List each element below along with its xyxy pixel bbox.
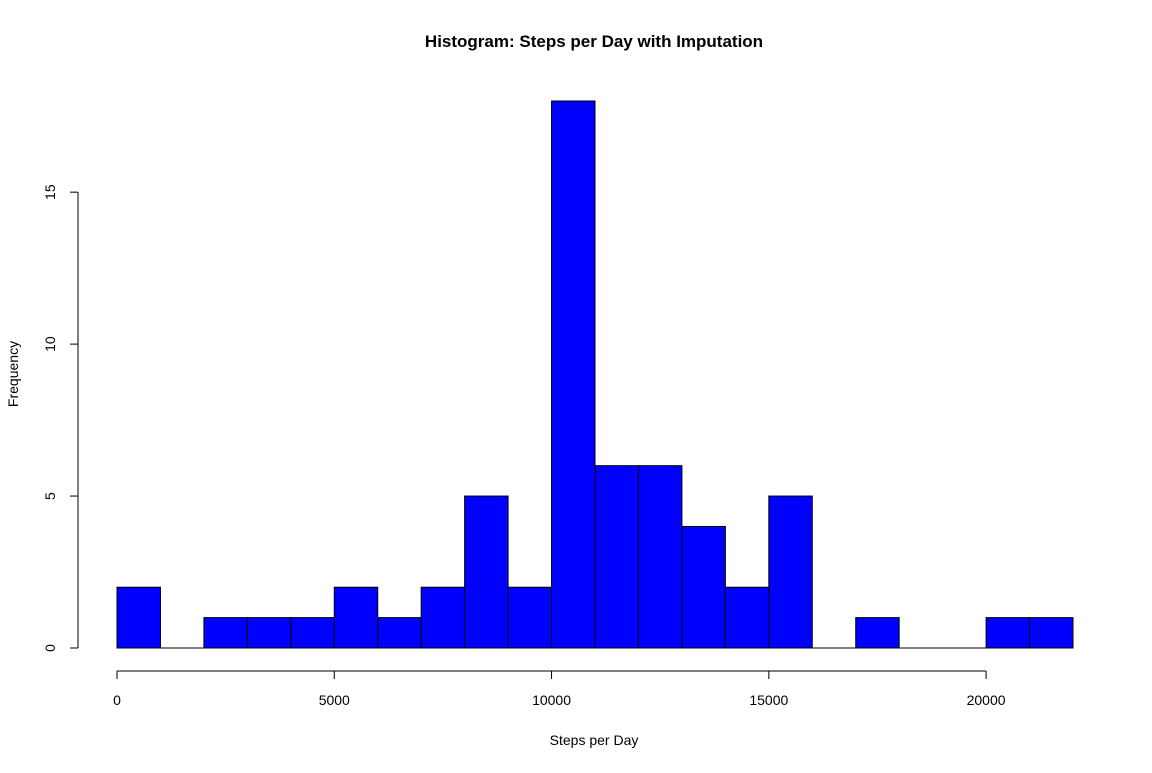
histogram-bar (203, 617, 248, 649)
x-tick-label: 15000 (749, 692, 788, 708)
histogram-bar (116, 586, 161, 649)
y-axis: 0 5 10 15 (42, 184, 79, 652)
histogram-bar (377, 617, 422, 649)
histogram-bar (333, 586, 379, 649)
y-tick-label: 10 (42, 336, 58, 352)
histogram-bar (724, 586, 770, 649)
histogram-bar (985, 617, 1031, 649)
histogram-bar (507, 586, 553, 649)
histogram-bar (551, 100, 596, 649)
y-tick-label: 0 (42, 644, 58, 652)
y-axis-label: Frequency (5, 341, 21, 407)
histogram-bar (768, 495, 813, 649)
y-tick-label: 15 (42, 184, 58, 200)
histogram-bar (637, 465, 683, 649)
histogram-bar (420, 586, 466, 649)
histogram-bar (464, 495, 509, 649)
y-tick-label: 5 (42, 492, 58, 500)
x-tick-label: 0 (113, 692, 121, 708)
histogram-bar (246, 617, 292, 649)
histogram-bar (855, 617, 900, 649)
histogram-bar (290, 617, 335, 649)
x-tick-label: 5000 (319, 692, 350, 708)
chart-title: Histogram: Steps per Day with Imputation (425, 32, 763, 51)
x-tick-label: 20000 (967, 692, 1006, 708)
bars-group (116, 100, 1074, 649)
histogram-bar (681, 525, 726, 649)
x-axis: 0 5000 10000 15000 20000 (113, 670, 1006, 708)
x-axis-label: Steps per Day (550, 732, 639, 748)
histogram-bar (1029, 617, 1074, 649)
x-tick-label: 10000 (532, 692, 571, 708)
histogram-bar (594, 465, 639, 649)
